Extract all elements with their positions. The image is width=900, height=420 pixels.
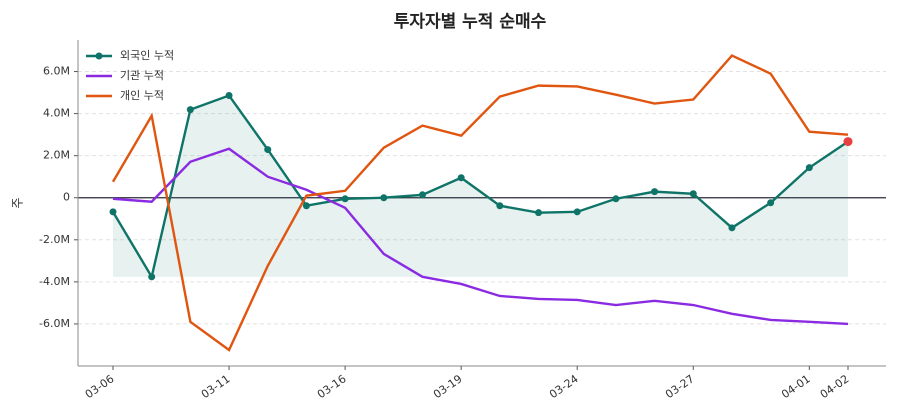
point <box>728 224 736 232</box>
point <box>225 92 233 100</box>
point <box>148 273 156 281</box>
series-line <box>111 54 849 352</box>
point <box>380 194 388 202</box>
x-tick-label: 03-06 <box>83 372 117 401</box>
x-tick-label: 04-02 <box>818 372 852 401</box>
point <box>767 199 775 207</box>
x-tick-label: 04-01 <box>779 372 813 401</box>
point <box>418 191 426 199</box>
point <box>341 195 349 203</box>
point <box>186 106 194 114</box>
x-tick-label: 03-16 <box>315 372 349 401</box>
legend-marker <box>95 52 103 60</box>
point <box>535 209 543 217</box>
legend-label: 기관 누적 <box>120 69 164 82</box>
x-tick-label: 03-19 <box>431 372 465 401</box>
point <box>496 202 504 210</box>
chart-title: 투자자별 누적 순매수 <box>394 12 547 32</box>
x-tick-label: 03-27 <box>663 372 697 401</box>
point <box>805 164 813 172</box>
point <box>651 188 659 196</box>
y-tick-label: 0 <box>63 191 70 204</box>
point <box>264 146 272 154</box>
point <box>109 208 117 216</box>
point <box>573 208 581 216</box>
point <box>302 202 310 210</box>
point <box>689 190 697 198</box>
y-tick-label: 6.0M <box>43 65 70 78</box>
x-tick-label: 03-24 <box>547 372 581 401</box>
point <box>612 195 620 203</box>
point <box>457 174 465 182</box>
area-fill <box>113 95 848 277</box>
series-line <box>111 94 849 281</box>
y-tick-label: -2.0M <box>39 233 70 246</box>
y-axis-label: 주 <box>11 197 25 208</box>
y-tick-label: -6.0M <box>39 317 70 330</box>
point <box>843 137 853 147</box>
series-line <box>112 147 849 326</box>
y-tick-label: 4.0M <box>43 107 70 120</box>
x-tick-label: 03-11 <box>199 372 233 401</box>
y-tick-label: 2.0M <box>43 149 70 162</box>
legend-label: 외국인 누적 <box>120 49 174 62</box>
legend-label: 개인 누적 <box>120 89 164 102</box>
y-tick-label: -4.0M <box>39 275 70 288</box>
